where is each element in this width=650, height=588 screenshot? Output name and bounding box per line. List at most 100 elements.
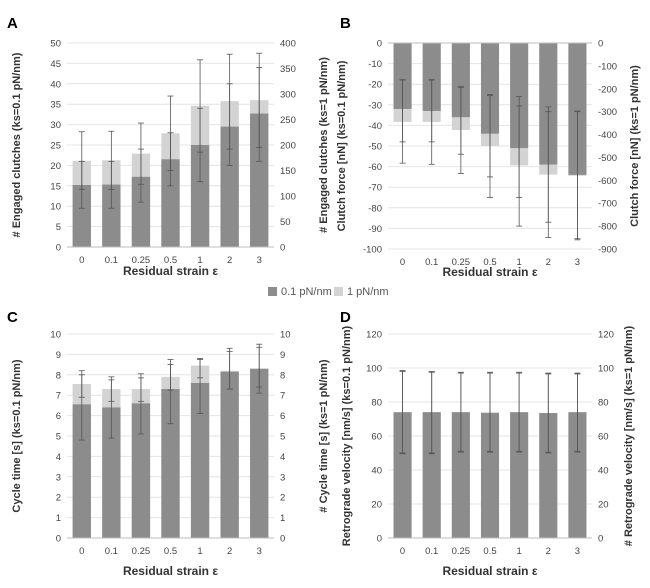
- bar-ks01: [568, 43, 587, 175]
- x-tick-label: 2: [546, 257, 551, 268]
- panel-b: B 0 -10 -20 -30 -40 -50 -60 -70 -80 -90 -100 0 -100 -2…: [336, 15, 641, 279]
- bar-ks01: [422, 43, 441, 111]
- y-right-tick-label: 0: [598, 39, 603, 50]
- x-tick-label: 0.25: [132, 546, 151, 557]
- y-tick-label: 9: [56, 350, 61, 361]
- y-tick-label: 20: [371, 500, 382, 511]
- x-axis-label: Residual strain ε: [123, 564, 218, 578]
- y-right-tick-label: 250: [280, 115, 296, 126]
- y-right-tick-label: 50: [280, 217, 291, 228]
- y-tick-label: 60: [371, 432, 382, 443]
- bar-ks01: [393, 412, 412, 538]
- y-right-tick-label: -400: [598, 130, 617, 141]
- y-tick-label: -20: [368, 80, 382, 91]
- y-tick-label: 1: [56, 513, 61, 524]
- y-tick-label: 50: [50, 39, 61, 50]
- y-tick-label: 5: [56, 432, 61, 443]
- x-tick-label: 2: [227, 255, 232, 266]
- bar-ks01: [190, 382, 210, 538]
- y-tick-label: 6: [56, 411, 61, 422]
- y-right-tick-label: 2: [280, 493, 285, 504]
- y-tick-label: 120: [366, 330, 382, 341]
- bar-ks01: [161, 389, 180, 538]
- panel-letter: A: [7, 15, 18, 32]
- y-axis-label: # Engaged clutches (ks=0.1 pN/nm): [11, 52, 23, 237]
- y-tick-label: 20: [50, 161, 61, 172]
- panel-letter: D: [340, 309, 351, 326]
- legend: 0.1 pN/nm 1 pN/nm: [268, 286, 389, 298]
- x-tick-label: 1: [516, 546, 521, 557]
- x-axis-label: Residual strain ε: [442, 564, 537, 578]
- x-tick-label: 0.1: [105, 255, 118, 266]
- y-right-tick-label: 100: [598, 364, 614, 375]
- y-tick-label: -50: [368, 142, 382, 153]
- y-tick-label: 40: [50, 79, 61, 90]
- y-right-tick-label: 4: [280, 452, 285, 463]
- bar-ks01: [510, 412, 529, 538]
- bar-ks01: [480, 413, 500, 538]
- bar-ks01: [131, 403, 151, 538]
- x-tick-label: 0.5: [164, 546, 177, 557]
- y-tick-label: 25: [50, 141, 61, 152]
- x-tick-label: 0: [400, 257, 405, 268]
- x-tick-label: 3: [575, 257, 580, 268]
- y-tick-label: -30: [368, 100, 382, 111]
- y-tick-label: 7: [56, 391, 61, 402]
- y-tick-label: -80: [368, 203, 382, 214]
- y-right-axis-label: # Retrograde velocity [nm/s] (ks=1 pN/nm…: [623, 325, 635, 546]
- legend-label-1: 1 pN/nm: [347, 286, 389, 298]
- x-tick-label: 0.1: [425, 257, 438, 268]
- y-tick-label: -100: [363, 245, 382, 256]
- x-tick-label: 0.25: [452, 546, 471, 557]
- y-tick-label: 0: [56, 534, 61, 545]
- y-right-axis-label: Clutch force [nN] (ks=1 pN/nm): [629, 65, 641, 227]
- bar-ks01: [72, 404, 91, 538]
- x-tick-label: 0: [79, 546, 84, 557]
- y-tick-label: 0: [377, 534, 382, 545]
- y-tick-label: -90: [368, 224, 382, 235]
- y-right-tick-label: 7: [280, 391, 285, 402]
- x-tick-label: 0.25: [452, 257, 471, 268]
- x-tick-label: 2: [546, 546, 551, 557]
- bar-ks01: [393, 43, 412, 109]
- y-right-tick-label: -200: [598, 84, 617, 95]
- panel-a: A051015202530354045500501001502002503003…: [7, 15, 330, 278]
- y-axis-label: Retrograde velocity [nm/s] (ks=0.1 pN/nm…: [341, 325, 353, 546]
- y-right-tick-label: 120: [598, 330, 614, 341]
- x-tick-label: 0.5: [483, 546, 496, 557]
- y-right-tick-label: 0: [280, 243, 285, 254]
- y-right-axis-label: # Cycle time [s] (ks=1 pN/nm): [318, 359, 330, 512]
- bar-ks01: [102, 407, 121, 538]
- y-right-tick-label: 60: [598, 432, 609, 443]
- y-tick-label: 100: [366, 364, 382, 375]
- y-right-tick-label: -500: [598, 153, 617, 164]
- y-right-tick-label: 0: [598, 534, 603, 545]
- legend-swatch-1: [334, 287, 343, 296]
- y-right-tick-label: 400: [280, 39, 296, 50]
- bar-ks01: [220, 371, 239, 538]
- y-tick-label: 35: [50, 100, 61, 111]
- y-tick-label: 4: [56, 452, 61, 463]
- y-tick-label: 40: [371, 466, 382, 477]
- y-tick-label: -60: [368, 162, 382, 173]
- y-right-tick-label: 10: [280, 330, 291, 341]
- panel-letter: B: [340, 15, 351, 32]
- y-right-tick-label: 100: [280, 192, 296, 203]
- y-tick-label: 8: [56, 370, 61, 381]
- y-right-tick-label: -100: [598, 61, 617, 72]
- bar-ks01: [72, 184, 91, 247]
- y-tick-label: 80: [371, 398, 382, 409]
- bar-ks01: [250, 368, 269, 538]
- x-tick-label: 1: [197, 255, 202, 266]
- bar-ks01: [480, 43, 500, 134]
- bar-ks01: [102, 184, 121, 247]
- x-tick-label: 0.25: [132, 255, 151, 266]
- bar-ks01: [161, 159, 180, 247]
- x-tick-label: 2: [227, 546, 232, 557]
- y-right-tick-label: 5: [280, 432, 285, 443]
- y-tick-label: 0: [56, 243, 61, 254]
- y-tick-label: 0: [377, 39, 382, 50]
- y-right-tick-label: -300: [598, 107, 617, 118]
- bar-ks01: [539, 413, 558, 538]
- x-tick-label: 3: [257, 546, 262, 557]
